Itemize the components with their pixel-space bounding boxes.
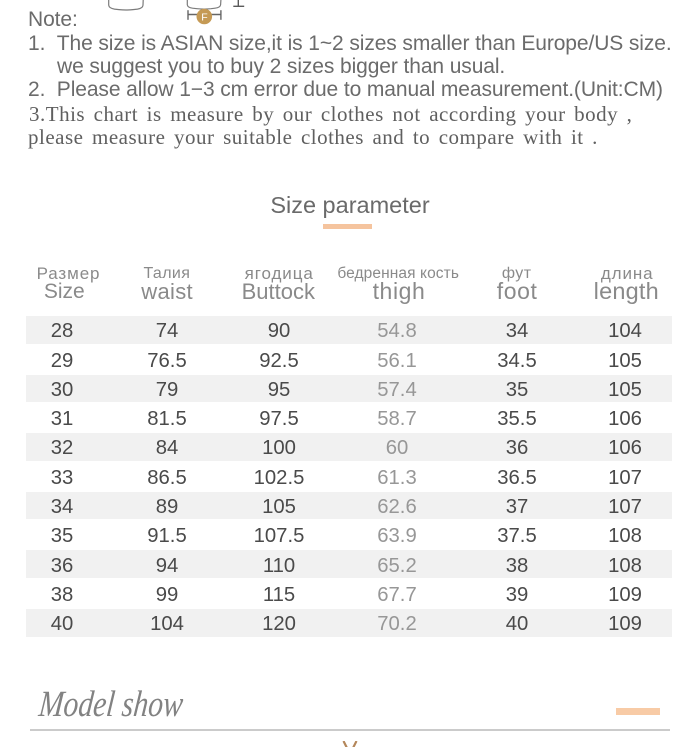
svg-text:F: F [201,11,207,23]
